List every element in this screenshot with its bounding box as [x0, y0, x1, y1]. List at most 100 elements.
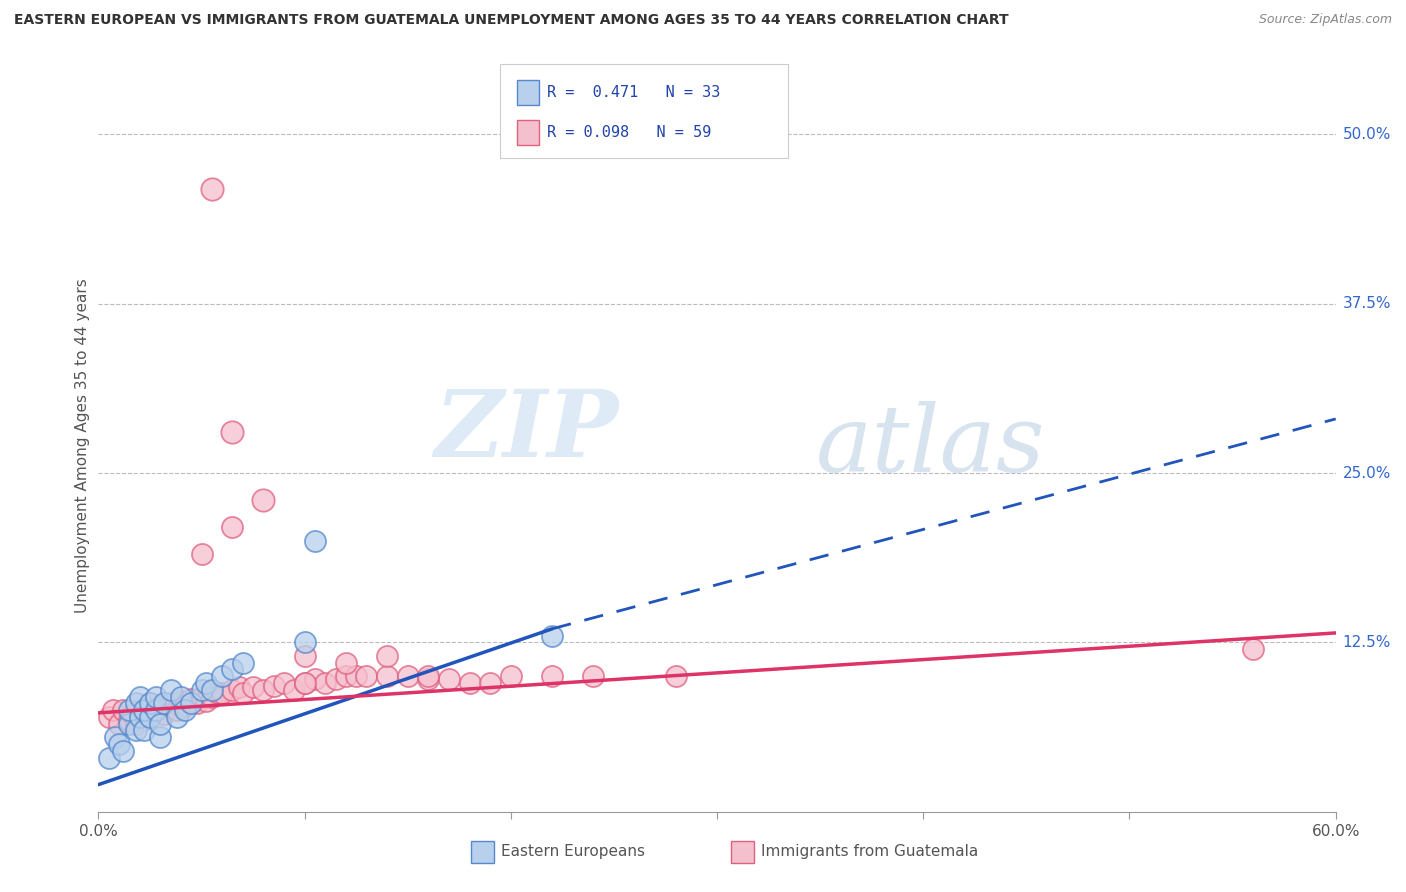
- Point: [170, 690, 193, 704]
- Point: [418, 672, 440, 686]
- Point: [325, 672, 347, 686]
- Point: [132, 703, 155, 717]
- Point: [582, 669, 605, 683]
- Point: [1241, 642, 1264, 657]
- Point: [186, 697, 208, 711]
- Point: [180, 692, 202, 706]
- Point: [159, 697, 181, 711]
- Text: Immigrants from Guatemala: Immigrants from Guatemala: [761, 845, 979, 859]
- Point: [174, 703, 197, 717]
- Point: [232, 656, 254, 670]
- Point: [294, 648, 316, 663]
- Point: [314, 676, 336, 690]
- Point: [128, 703, 150, 717]
- Point: [356, 669, 378, 683]
- Point: [396, 669, 419, 683]
- Point: [101, 703, 124, 717]
- Point: [153, 707, 176, 722]
- Point: [344, 669, 367, 683]
- Text: EASTERN EUROPEAN VS IMMIGRANTS FROM GUATEMALA UNEMPLOYMENT AMONG AGES 35 TO 44 Y: EASTERN EUROPEAN VS IMMIGRANTS FROM GUAT…: [14, 13, 1008, 28]
- Point: [242, 680, 264, 694]
- Text: atlas: atlas: [815, 401, 1046, 491]
- Point: [139, 697, 162, 711]
- Point: [201, 690, 224, 704]
- Text: 12.5%: 12.5%: [1343, 635, 1391, 650]
- Point: [112, 703, 135, 717]
- Point: [145, 690, 167, 704]
- Point: [499, 669, 522, 683]
- Point: [194, 676, 217, 690]
- Point: [283, 682, 305, 697]
- Point: [221, 663, 243, 677]
- Point: [118, 703, 141, 717]
- Point: [108, 716, 131, 731]
- Point: [335, 669, 357, 683]
- Point: [375, 669, 398, 683]
- Point: [458, 676, 481, 690]
- Point: [207, 685, 229, 699]
- Point: [108, 737, 131, 751]
- Point: [145, 703, 167, 717]
- Point: [304, 672, 326, 686]
- Point: [232, 685, 254, 699]
- Point: [124, 697, 146, 711]
- Text: Eastern Europeans: Eastern Europeans: [501, 845, 644, 859]
- Point: [180, 697, 202, 711]
- Point: [139, 697, 162, 711]
- Point: [304, 533, 326, 548]
- Point: [139, 710, 162, 724]
- Point: [211, 685, 233, 699]
- Point: [252, 682, 274, 697]
- Point: [263, 679, 285, 693]
- Text: 50.0%: 50.0%: [1343, 127, 1391, 142]
- Point: [665, 669, 688, 683]
- Point: [166, 710, 188, 724]
- Point: [194, 693, 217, 707]
- Point: [170, 693, 193, 707]
- Point: [149, 699, 172, 714]
- Point: [159, 682, 181, 697]
- Point: [190, 690, 212, 704]
- Point: [375, 648, 398, 663]
- Point: [97, 750, 120, 764]
- Point: [104, 730, 127, 744]
- Point: [97, 710, 120, 724]
- Point: [174, 699, 197, 714]
- Point: [132, 723, 155, 738]
- Point: [128, 710, 150, 724]
- Point: [149, 716, 172, 731]
- Point: [201, 682, 224, 697]
- Point: [273, 676, 295, 690]
- Point: [479, 676, 502, 690]
- Point: [211, 669, 233, 683]
- Y-axis label: Unemployment Among Ages 35 to 44 years: Unemployment Among Ages 35 to 44 years: [75, 278, 90, 614]
- Point: [221, 520, 243, 534]
- Point: [128, 710, 150, 724]
- Point: [145, 703, 167, 717]
- Point: [201, 181, 224, 195]
- Point: [122, 707, 145, 722]
- Point: [541, 629, 564, 643]
- Point: [118, 716, 141, 731]
- Text: R =  0.471   N = 33: R = 0.471 N = 33: [547, 85, 721, 100]
- Point: [149, 730, 172, 744]
- Point: [118, 713, 141, 727]
- Point: [124, 716, 146, 731]
- Point: [294, 676, 316, 690]
- Point: [228, 680, 250, 694]
- Point: [153, 697, 176, 711]
- Point: [541, 669, 564, 683]
- Point: [190, 682, 212, 697]
- Point: [166, 703, 188, 717]
- Text: Source: ZipAtlas.com: Source: ZipAtlas.com: [1258, 13, 1392, 27]
- Point: [221, 425, 243, 440]
- Point: [252, 493, 274, 508]
- Point: [294, 676, 316, 690]
- Point: [132, 713, 155, 727]
- Point: [221, 682, 243, 697]
- Point: [124, 723, 146, 738]
- Point: [294, 635, 316, 649]
- Text: ZIP: ZIP: [434, 386, 619, 476]
- Point: [437, 672, 460, 686]
- Point: [335, 656, 357, 670]
